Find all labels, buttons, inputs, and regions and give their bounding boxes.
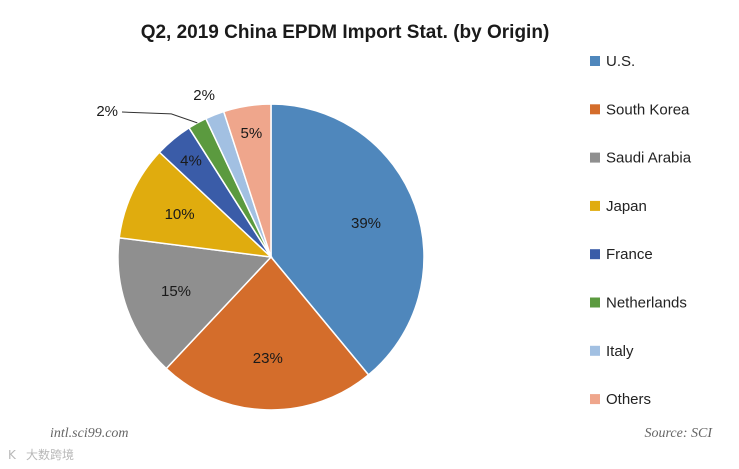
- leader-line-netherlands: [121, 111, 198, 124]
- legend-swatch-u-s: [590, 56, 600, 66]
- watermark-text: 大数跨境: [26, 447, 74, 462]
- legend-label-south-korea: South Korea: [606, 101, 690, 118]
- legend-label-japan: Japan: [606, 198, 647, 215]
- slice-saudi-arabia: [117, 236, 273, 370]
- data-label-others: 5%: [241, 125, 263, 142]
- legend: U.S. South Korea Saudi Arabia Japan France Ne…: [590, 53, 692, 408]
- legend-label-u-s: U.S.: [606, 53, 635, 70]
- data-label-saudi-arabia: 15%: [161, 283, 191, 300]
- pie-data-labels: 39% 23% 15% 10% 4% 2% 2% 5%: [96, 87, 381, 367]
- data-label-netherlands: 2%: [96, 103, 118, 120]
- legend-swatch-south-korea: [590, 104, 600, 115]
- data-label-u-s: 39%: [351, 215, 381, 232]
- data-label-south-korea: 23%: [253, 350, 283, 367]
- data-label-france: 4%: [180, 152, 202, 169]
- source-label: Source: SCI: [644, 426, 713, 441]
- legend-swatch-netherlands: [590, 297, 600, 308]
- data-label-japan: 10%: [165, 206, 195, 223]
- legend-swatch-france: [590, 249, 600, 260]
- chart-title: Q2, 2019 China EPDM Import Stat. (by Ori…: [141, 22, 550, 43]
- legend-label-saudi-arabia: Saudi Arabia: [606, 150, 692, 167]
- watermark: K 大数跨境: [8, 447, 74, 462]
- website-label: intl.sci99.com: [50, 426, 129, 441]
- legend-swatch-italy: [590, 345, 600, 356]
- legend-label-netherlands: Netherlands: [606, 295, 687, 312]
- legend-swatch-japan: [590, 200, 600, 211]
- legend-label-italy: Italy: [606, 343, 634, 360]
- data-label-italy: 2%: [193, 87, 215, 104]
- slice-south-korea: [165, 255, 370, 411]
- slice-japan: [118, 151, 274, 259]
- pie-slices: [117, 103, 425, 411]
- legend-label-others: Others: [606, 391, 651, 408]
- legend-swatch-saudi-arabia: [590, 152, 600, 163]
- slice-others: [222, 103, 272, 258]
- slice-u-s: [270, 103, 425, 376]
- legend-label-france: France: [606, 246, 653, 263]
- watermark-icon: K: [8, 448, 17, 462]
- legend-swatch-others: [590, 394, 600, 405]
